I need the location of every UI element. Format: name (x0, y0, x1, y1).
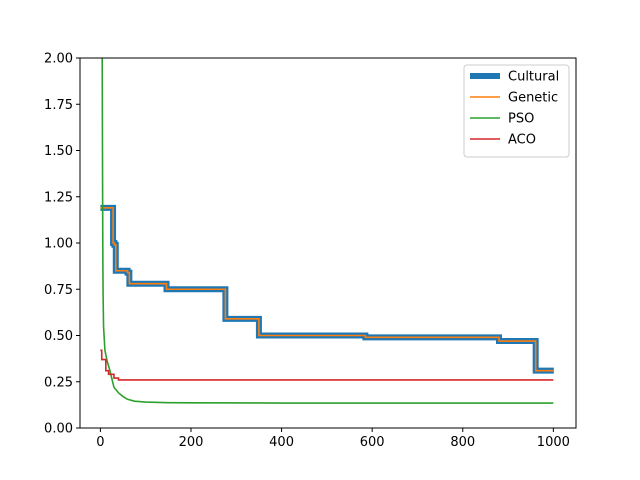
y-tick-label: 1.00 (44, 237, 73, 252)
series-line-pso (101, 58, 554, 404)
legend-box (463, 64, 570, 158)
legend: Cultural Genetic PSO ACO (463, 64, 570, 158)
x-axis: 0 200 400 600 800 1000 (96, 428, 570, 450)
series-line-aco (100, 349, 554, 381)
x-tick-label: 800 (450, 435, 475, 450)
y-tick-label: 1.75 (44, 98, 73, 113)
axes-frame (79, 57, 577, 429)
y-tick-label: 1.25 (44, 190, 73, 205)
legend-label-genetic: Genetic (508, 91, 558, 106)
y-tick-label: 0.25 (44, 375, 73, 390)
legend-label-aco: ACO (508, 133, 536, 148)
y-tick-label: 0.00 (44, 422, 73, 437)
plot-area (100, 58, 554, 404)
y-tick-label: 2.00 (44, 52, 73, 67)
x-tick-label: 600 (360, 435, 385, 450)
y-axis: 0.00 0.25 0.50 0.75 1.00 1.25 1.50 1.75 2.00 (44, 52, 80, 437)
x-tick-label: 0 (96, 435, 104, 450)
series-line-genetic (100, 207, 554, 372)
y-tick-label: 0.50 (44, 329, 73, 344)
legend-label-pso: PSO (508, 112, 534, 127)
y-tick-label: 0.75 (44, 283, 73, 298)
legend-label-cultural: Cultural (508, 70, 559, 85)
x-tick-label: 1000 (537, 435, 570, 450)
x-tick-label: 200 (179, 435, 204, 450)
y-tick-label: 1.50 (44, 144, 73, 159)
x-tick-label: 400 (269, 435, 294, 450)
